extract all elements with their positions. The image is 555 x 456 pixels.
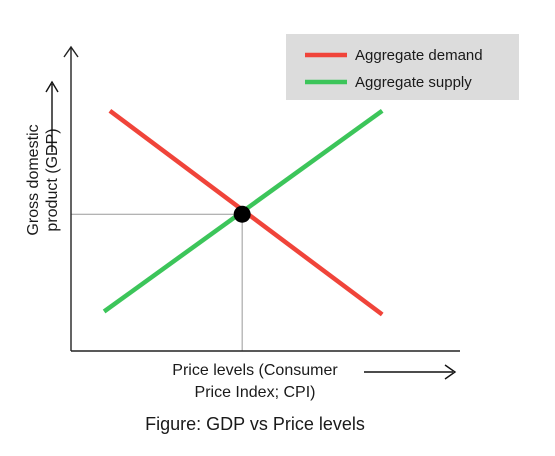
y-axis-arrowhead [63, 45, 79, 58]
legend-label-aggregate-demand: Aggregate demand [355, 47, 483, 64]
y-axis-label-line-1: Gross domestic [25, 124, 42, 235]
x-axis-label-line-2: Price Index; CPI) [195, 384, 316, 401]
y-axis-label-line-2: product (GDP) [44, 128, 61, 231]
legend-box [286, 34, 519, 100]
x-axis-label-line-1: Price levels (Consumer [172, 362, 338, 379]
y-axis-label: Gross domestic product (GDP) [25, 124, 61, 235]
equilibrium-point [233, 205, 251, 223]
x-label-arrowhead [444, 364, 457, 380]
figure-caption: Figure: GDP vs Price levels [145, 414, 365, 434]
y-label-arrowhead [45, 80, 59, 93]
legend-label-aggregate-supply: Aggregate supply [355, 74, 472, 91]
legend: Aggregate demand Aggregate supply [305, 47, 483, 91]
